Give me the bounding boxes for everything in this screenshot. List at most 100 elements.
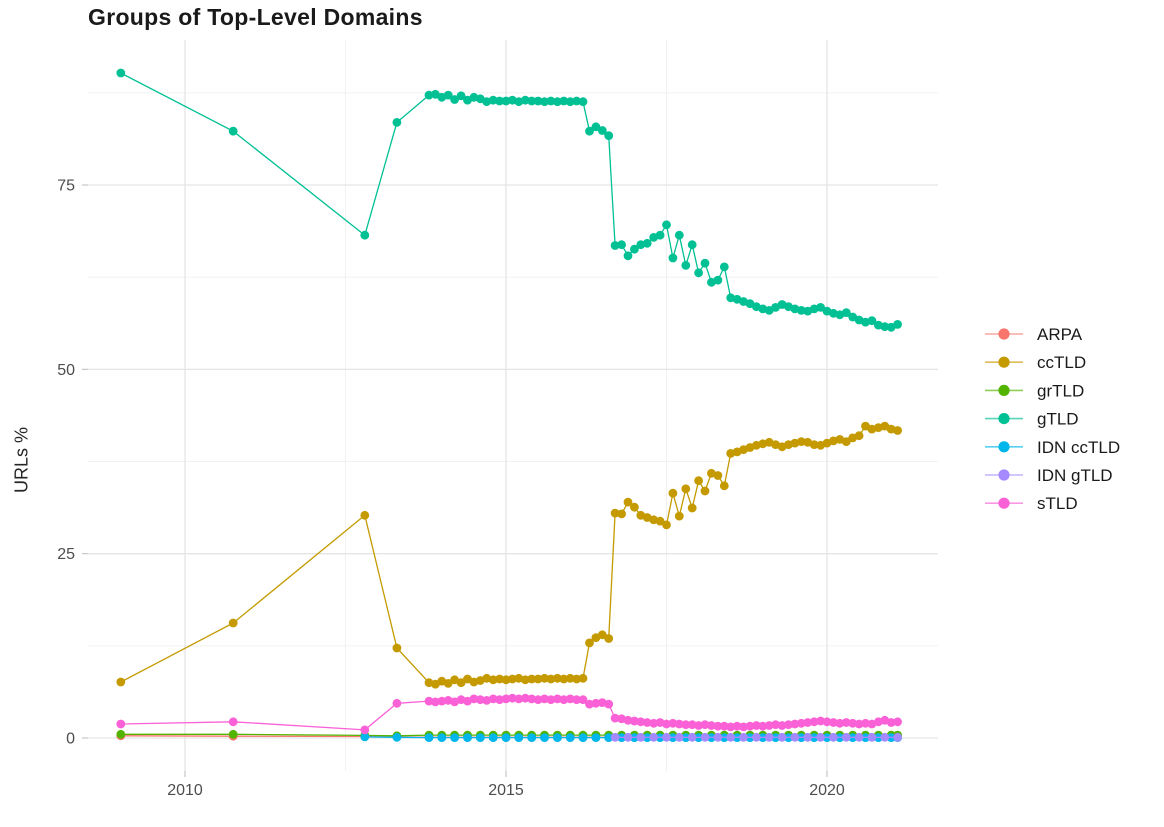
series-line-gtld <box>120 72 898 328</box>
series-point-cctld <box>617 509 626 519</box>
series-point-cctld <box>559 674 569 684</box>
series-point-stld <box>630 716 639 726</box>
series-point-cctld <box>687 503 697 513</box>
series-point-idn-gtld <box>636 732 646 742</box>
series-point-gtld <box>630 244 639 254</box>
series-point-idn-cctld <box>514 733 524 742</box>
series-point-gtld <box>713 275 723 285</box>
legend-key-dot-cctld <box>998 356 1010 368</box>
series-point-gtld <box>610 241 620 250</box>
series-point-cctld <box>719 481 729 491</box>
series-point-gtld <box>520 95 530 105</box>
series-point-idn-gtld <box>739 732 748 742</box>
y-tick-label: 0 <box>66 731 75 748</box>
series-point-gtld <box>662 220 671 230</box>
series-point-gtld <box>488 95 498 105</box>
series-point-stld <box>822 717 832 727</box>
series-point-idn-cctld <box>578 733 588 742</box>
series-point-gtld <box>655 230 665 240</box>
series-point-gtld <box>597 126 607 135</box>
series-point-cctld <box>533 674 543 684</box>
series-point-cctld <box>694 476 703 486</box>
series-point-gtld <box>700 258 710 268</box>
series-point-gtld <box>880 322 890 331</box>
series-point-stld <box>553 694 562 704</box>
series-point-stld <box>488 694 498 704</box>
series-point-gtld <box>572 96 581 106</box>
series-point-gtld <box>687 240 697 250</box>
series-point-idn-gtld <box>764 732 774 742</box>
series-point-gtld <box>553 97 562 107</box>
series-point-stld <box>540 694 549 704</box>
series-point-cctld <box>578 673 588 683</box>
series-point-stld <box>546 695 556 705</box>
series-point-stld <box>668 718 678 728</box>
series-point-stld <box>777 721 787 730</box>
series-point-gtld <box>816 303 825 312</box>
series-point-cctld <box>610 508 620 518</box>
series-point-idn-gtld <box>880 732 890 742</box>
series-point-stld <box>565 694 575 704</box>
series-point-idn-cctld <box>501 733 511 742</box>
series-point-idn-gtld <box>687 732 697 742</box>
series-point-stld <box>745 721 755 731</box>
y-tick-label: 50 <box>57 362 75 379</box>
series-point-cctld <box>662 520 671 530</box>
series-point-stld <box>591 698 601 708</box>
series-point-cctld <box>841 437 851 446</box>
series-point-stld <box>719 721 729 731</box>
legend-label-cctld: ccTLD <box>1037 353 1086 372</box>
series-point-grtld <box>228 729 238 739</box>
series-point-gtld <box>501 96 511 106</box>
series-point-gtld <box>546 96 556 106</box>
series-point-stld <box>784 720 793 730</box>
series-point-stld <box>854 719 864 729</box>
series-point-stld <box>649 718 659 728</box>
series-point-cctld <box>360 510 370 520</box>
series-point-idn-cctld <box>527 733 537 742</box>
series-point-stld <box>437 696 447 706</box>
series-point-stld <box>790 719 800 729</box>
series-point-cctld <box>630 502 639 512</box>
series-point-stld <box>803 718 813 727</box>
series-point-gtld <box>681 261 691 270</box>
series-point-stld <box>713 721 723 731</box>
series-point-gtld <box>578 97 588 107</box>
series-point-stld <box>771 720 780 730</box>
series-point-idn-gtld <box>841 732 851 742</box>
series-point-cctld <box>540 673 549 683</box>
series-point-stld <box>829 718 838 727</box>
series-point-idn-cctld <box>463 733 472 742</box>
series-point-cctld <box>527 674 537 684</box>
series-point-gtld <box>456 91 466 101</box>
legend-label-idn-cctld: IDN ccTLD <box>1037 438 1120 457</box>
series-point-stld <box>508 693 517 703</box>
series-point-gtld <box>796 306 806 315</box>
series-point-stld <box>636 717 646 727</box>
series-point-idn-cctld <box>591 733 601 742</box>
series-point-idn-gtld <box>752 732 761 742</box>
series-point-idn-gtld <box>662 732 671 742</box>
series-point-stld <box>687 720 697 730</box>
series-point-cctld <box>392 643 402 653</box>
series-point-stld <box>533 695 543 705</box>
series-point-gtld <box>533 96 543 106</box>
chart-title: Groups of Top-Level Domains <box>88 4 423 30</box>
legend-label-grtld: grTLD <box>1037 381 1084 400</box>
series-point-gtld <box>540 97 549 107</box>
legend-key-dot-stld <box>998 497 1010 509</box>
series-point-stld <box>495 695 504 705</box>
series-point-gtld <box>527 96 537 106</box>
series-point-idn-gtld <box>816 732 825 742</box>
y-axis-title: URLs % <box>11 426 32 494</box>
series-point-stld <box>520 693 530 703</box>
series-point-cctld <box>893 426 902 435</box>
series-point-cctld <box>655 516 665 526</box>
series-point-idn-gtld <box>713 732 723 742</box>
series-point-idn-gtld <box>803 732 813 742</box>
series-point-cctld <box>713 471 723 480</box>
series-point-gtld <box>228 126 238 136</box>
series-point-gtld <box>674 230 684 240</box>
series-point-gtld <box>443 90 453 100</box>
series-point-idn-cctld <box>553 733 562 742</box>
